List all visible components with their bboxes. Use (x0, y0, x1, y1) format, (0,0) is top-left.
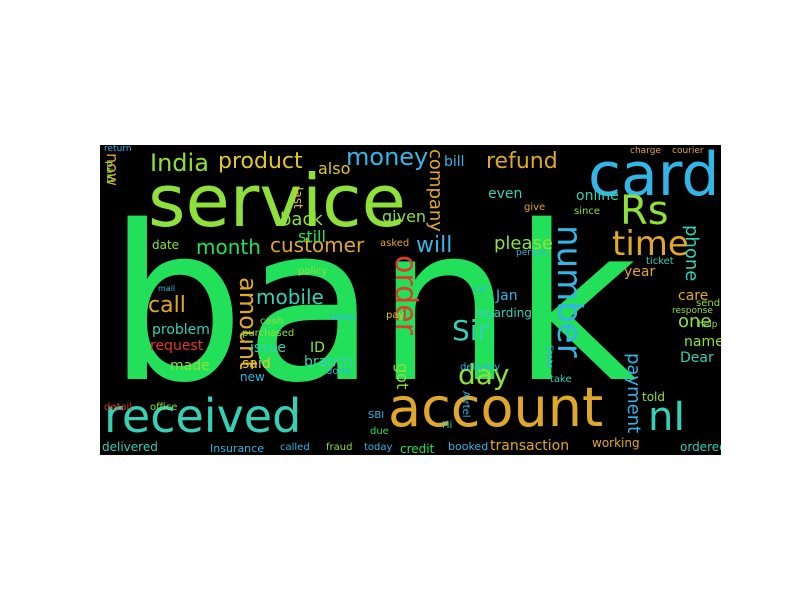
cloud-word: now (103, 153, 122, 187)
cloud-word: done (326, 366, 351, 377)
cloud-word: delivered (102, 440, 158, 454)
cloud-word: person (516, 248, 547, 258)
cloud-word: detail (104, 402, 133, 413)
cloud-word: product (218, 149, 303, 174)
cloud-word: Dear (680, 350, 714, 366)
cloud-word: since (574, 206, 600, 217)
cloud-word: bank (108, 179, 637, 430)
cloud-word: Sir (452, 314, 490, 347)
cloud-word: Airtel (460, 391, 471, 418)
cloud-word: told (642, 390, 665, 404)
cloud-word: bill (444, 154, 465, 170)
cloud-word: call (148, 293, 186, 318)
cloud-word: problem (152, 322, 210, 338)
cloud-word: response (672, 306, 713, 316)
cloud-word: company (425, 149, 446, 232)
cloud-word: due (370, 426, 389, 437)
cloud-word: said (242, 356, 271, 372)
cloud-word: refund (486, 149, 558, 174)
cloud-word: will (416, 233, 453, 258)
cloud-word: got (393, 363, 412, 390)
cloud-word: amount (234, 277, 262, 370)
cloud-word: month (196, 235, 261, 259)
cloud-word: date (152, 238, 180, 252)
cloud-word: please (494, 233, 553, 254)
cloud-word: today (364, 442, 393, 453)
cloud-word: made (170, 358, 210, 374)
cloud-word: cash (260, 316, 284, 327)
cloud-word: mobile (256, 285, 324, 309)
cloud-word: ordered (680, 440, 721, 454)
cloud-word: phone (681, 225, 702, 282)
cloud-word: ticket (646, 256, 674, 267)
cloud-word: pay (386, 310, 405, 321)
cloud-word: given (382, 207, 427, 226)
cloud-word: ID (310, 340, 325, 356)
cloud-word: transaction (490, 438, 570, 454)
cloud-word: Insurance (210, 442, 264, 455)
cloud-word: team (330, 312, 356, 323)
cloud-word: India (150, 149, 209, 177)
cloud-word: return (104, 145, 132, 154)
cloud-word: Rs (620, 188, 669, 234)
cloud-word: booked (448, 440, 489, 453)
cloud-word: branch (304, 354, 353, 370)
cloud-word: account (388, 376, 604, 439)
cloud-word: request (150, 338, 204, 354)
cloud-word: State (544, 345, 554, 369)
cloud-word: give (524, 202, 546, 213)
cloud-word: time (612, 224, 689, 264)
cloud-word: year (624, 264, 656, 280)
cloud-word: also (318, 159, 351, 178)
cloud-word: regarding (474, 306, 532, 320)
cloud-word: one (678, 311, 712, 332)
cloud-word: received (104, 389, 302, 443)
cloud-word: Jan (496, 288, 518, 304)
cloud-word: still (298, 227, 326, 246)
cloud-word: charge (630, 146, 661, 156)
cloud-word: service (148, 159, 406, 243)
cloud-word: order (388, 255, 423, 335)
cloud-word: nI (648, 394, 686, 440)
cloud-word: day (458, 358, 510, 391)
cloud-word: take (550, 374, 572, 385)
cloud-word: SBI (368, 410, 385, 421)
cloud-word: office (150, 402, 178, 413)
cloud-word: mail (158, 284, 176, 293)
cloud-word: delivery (460, 362, 501, 373)
word-cloud-panel: bank service card account received Rs nI time nu… (100, 145, 721, 455)
cloud-word: online (576, 188, 619, 204)
cloud-word: car (472, 284, 488, 295)
cloud-word: care (678, 288, 709, 304)
cloud-word: customer (270, 233, 365, 257)
cloud-word: last (291, 187, 305, 209)
cloud-word: number (549, 225, 589, 358)
cloud-word: back (280, 209, 323, 230)
cloud-word: send (696, 298, 721, 309)
cloud-word: courier (672, 146, 704, 156)
cloud-word: called (280, 442, 310, 453)
cloud-word: credit (400, 442, 435, 455)
cloud-word: working (592, 436, 640, 450)
cloud-word: even (488, 186, 523, 202)
cloud-word: Hi (442, 420, 453, 431)
cloud-word: new (240, 370, 265, 384)
cloud-word: fraud (326, 442, 353, 453)
cloud-word: policy (298, 266, 328, 277)
cloud-word: asked (380, 238, 410, 249)
cloud-word: help (698, 320, 718, 330)
cloud-word: issue (250, 340, 286, 356)
cloud-word: card (588, 145, 720, 210)
cloud-word: paid (104, 161, 115, 183)
cloud-word: purchased (242, 328, 295, 339)
cloud-word: payment (623, 353, 644, 434)
cloud-word: name (684, 334, 721, 350)
cloud-word: money (346, 145, 429, 171)
